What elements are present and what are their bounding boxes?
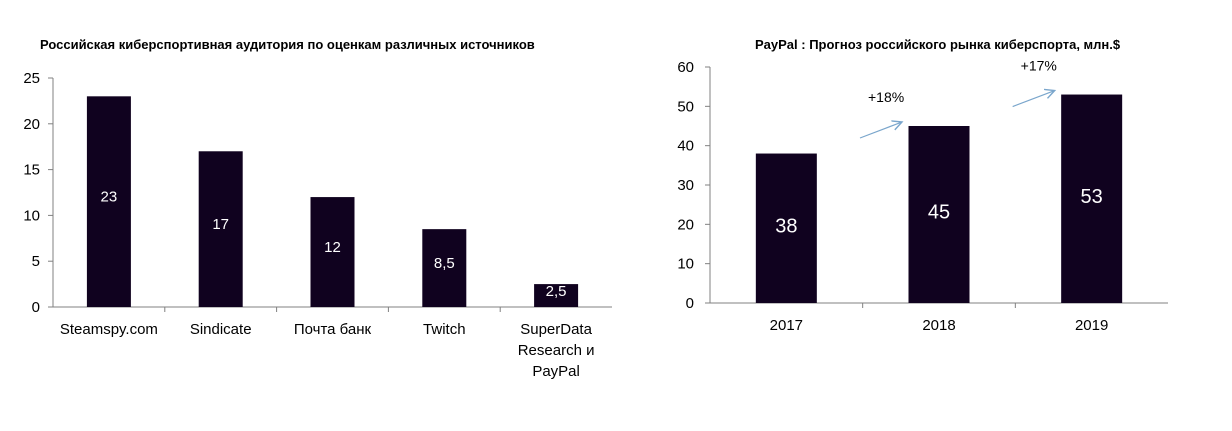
growth-annotation: +18% bbox=[868, 89, 904, 105]
audience-bar bbox=[310, 197, 355, 307]
audience-y-tick-label: 10 bbox=[23, 207, 40, 224]
audience-bar bbox=[422, 229, 467, 307]
audience-data-label: 23 bbox=[101, 189, 118, 206]
growth-arrow bbox=[1012, 91, 1055, 108]
forecast-category-label: 2018 bbox=[922, 317, 955, 334]
forecast-category-label: 2017 bbox=[770, 317, 803, 334]
forecast-y-tick-label: 0 bbox=[686, 295, 694, 312]
audience-data-label: 8,5 bbox=[434, 255, 455, 272]
chart-title-audience: Российская киберспортивная аудитория по … bbox=[40, 37, 535, 52]
forecast-y-tick-label: 50 bbox=[677, 98, 694, 115]
audience-y-tick-label: 5 bbox=[32, 253, 40, 270]
audience-bar bbox=[86, 96, 131, 307]
audience-category-label: Sindicate bbox=[190, 321, 252, 338]
forecast-bar bbox=[755, 153, 817, 303]
audience-category-label: Twitch bbox=[423, 321, 466, 338]
audience-category-label: Почта банк bbox=[294, 321, 372, 338]
forecast-y-tick-label: 30 bbox=[677, 177, 694, 194]
audience-bar bbox=[534, 284, 579, 307]
audience-y-tick-label: 15 bbox=[23, 162, 40, 179]
audience-y-tick-label: 20 bbox=[23, 116, 40, 133]
forecast-data-label: 53 bbox=[1081, 186, 1103, 208]
audience-category-label: Steamspy.com bbox=[60, 321, 158, 338]
forecast-data-label: 45 bbox=[928, 202, 950, 224]
forecast-y-tick-label: 20 bbox=[677, 216, 694, 233]
growth-annotation: +17% bbox=[1021, 58, 1057, 74]
audience-data-label: 2,5 bbox=[546, 283, 567, 300]
forecast-bar bbox=[908, 126, 970, 303]
forecast-y-tick-label: 40 bbox=[677, 138, 694, 155]
growth-arrow bbox=[859, 122, 902, 139]
forecast-y-tick-label: 10 bbox=[677, 256, 694, 273]
audience-y-tick-label: 25 bbox=[23, 70, 40, 87]
chart-title-market-forecast: PayPal : Прогноз российского рынка кибер… bbox=[755, 37, 1121, 52]
forecast-y-tick-label: 60 bbox=[677, 59, 694, 76]
audience-category-label: Research и bbox=[518, 342, 595, 359]
audience-y-tick-label: 0 bbox=[32, 299, 40, 316]
forecast-bar bbox=[1061, 94, 1123, 304]
forecast-category-label: 2019 bbox=[1075, 317, 1108, 334]
audience-data-label: 12 bbox=[324, 239, 341, 256]
forecast-data-label: 38 bbox=[775, 215, 797, 237]
audience-bar bbox=[198, 151, 243, 307]
audience-data-label: 17 bbox=[212, 216, 229, 233]
audience-category-label: PayPal bbox=[532, 363, 580, 380]
audience-bar-chart: 0 5 10 15 20 25 23 Steamspy.com 17 Sindicate 12 Поч… bbox=[23, 70, 612, 380]
audience-category-label: SuperData bbox=[520, 321, 592, 338]
